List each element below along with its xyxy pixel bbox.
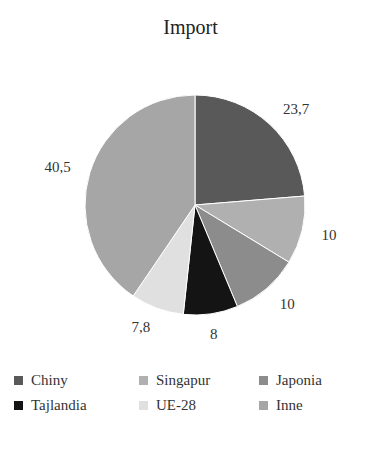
- html-text:Chiny: Chiny: [31, 372, 68, 388]
- html-text:Singapur: Singapur: [156, 372, 211, 388]
- html-text:Japonia: Japonia: [276, 372, 322, 388]
- svg-text:10: 10: [280, 296, 295, 312]
- svg-text:7,8: 7,8: [131, 319, 150, 335]
- html-text:Import: Import: [163, 16, 218, 38]
- html-text:UE-28: UE-28: [156, 397, 196, 413]
- svg-text:23,7: 23,7: [283, 101, 310, 117]
- html-text:Inne: Inne: [276, 397, 303, 413]
- html-text:Tajlandia: Tajlandia: [31, 397, 87, 413]
- svg-text:8: 8: [210, 326, 218, 342]
- svg-text:40,5: 40,5: [44, 159, 70, 175]
- svg-text:10: 10: [322, 227, 337, 243]
